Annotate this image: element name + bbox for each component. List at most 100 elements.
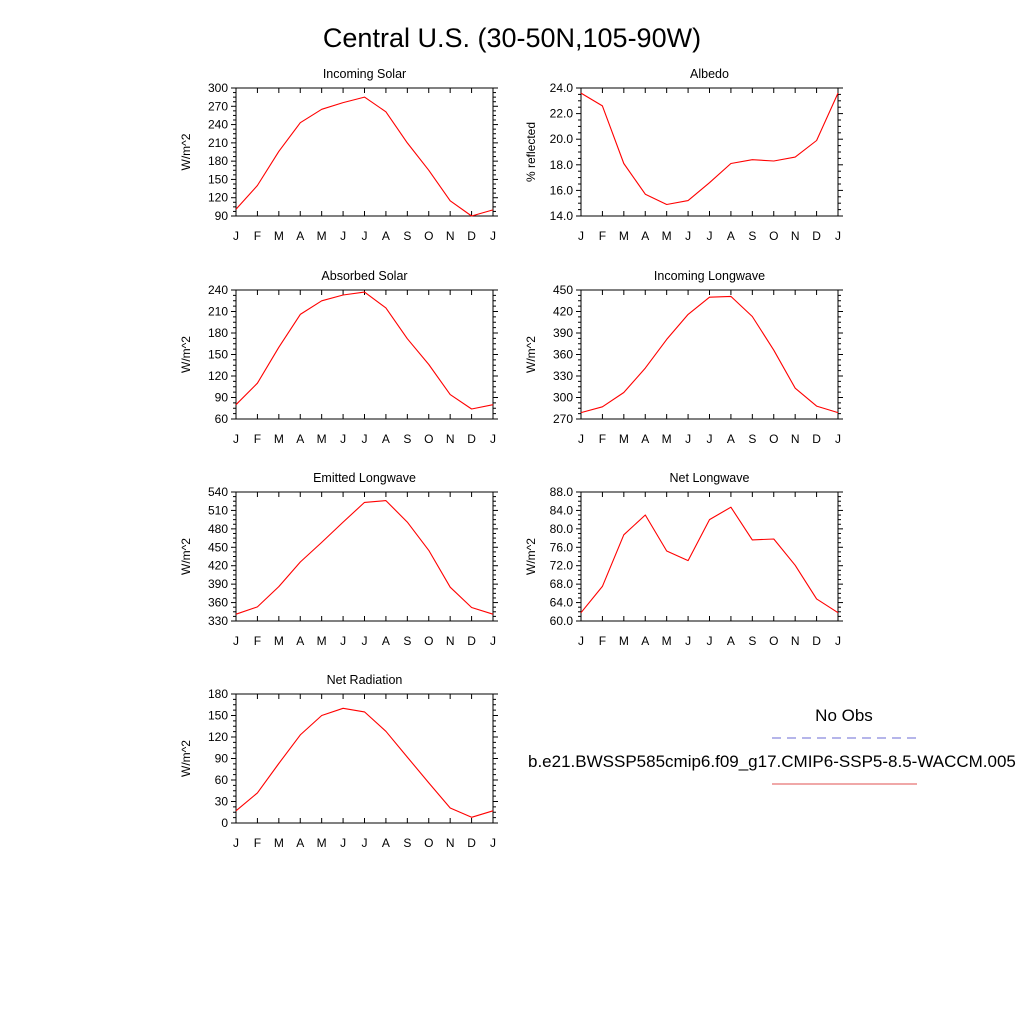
panel-title: Absorbed Solar — [321, 269, 407, 283]
y-tick-label: 90 — [215, 209, 229, 223]
x-tick-label: D — [467, 634, 476, 648]
y-tick-label: 60.0 — [550, 614, 574, 628]
y-axis-label: W/m^2 — [179, 538, 193, 575]
y-tick-label: 300 — [208, 81, 228, 95]
x-tick-label: J — [490, 229, 496, 243]
plot-frame — [235, 693, 494, 824]
y-tick-label: 120 — [208, 730, 228, 744]
plot-frame — [235, 491, 494, 622]
x-tick-label: F — [254, 432, 261, 446]
x-tick-label: S — [403, 432, 411, 446]
y-tick-label: 180 — [208, 687, 228, 701]
x-tick-label: O — [769, 229, 778, 243]
y-axis-label: W/m^2 — [179, 740, 193, 777]
legend: No Obs b.e21.BWSSP585cmip6.f09_g17.CMIP6… — [528, 706, 1016, 785]
x-tick-label: D — [467, 836, 476, 850]
series-line-emitted-longwave — [235, 500, 494, 615]
x-tick-label: M — [317, 634, 327, 648]
panel-title: Incoming Solar — [323, 67, 406, 81]
panel-title: Emitted Longwave — [313, 471, 416, 485]
y-tick-label: 210 — [208, 305, 228, 319]
x-tick-label: D — [812, 432, 821, 446]
x-tick-label: D — [467, 229, 476, 243]
y-tick-label: 120 — [208, 369, 228, 383]
y-tick-label: 420 — [553, 305, 573, 319]
x-tick-label: J — [233, 634, 239, 648]
y-tick-label: 14.0 — [550, 209, 574, 223]
y-tick-label: 360 — [208, 596, 228, 610]
x-tick-label: M — [317, 229, 327, 243]
y-tick-label: 68.0 — [550, 577, 574, 591]
x-tick-label: M — [317, 836, 327, 850]
panel-title: Net Radiation — [327, 673, 403, 687]
x-tick-label: J — [707, 432, 713, 446]
x-tick-label: S — [748, 634, 756, 648]
y-tick-label: 72.0 — [550, 559, 574, 573]
x-tick-label: D — [812, 229, 821, 243]
series-line-net-radiation — [235, 707, 494, 818]
y-tick-label: 180 — [208, 326, 228, 340]
y-tick-label: 360 — [553, 348, 573, 362]
x-tick-label: N — [446, 229, 455, 243]
x-tick-label: J — [835, 229, 841, 243]
x-tick-label: N — [791, 634, 800, 648]
x-tick-label: O — [769, 432, 778, 446]
y-tick-label: 80.0 — [550, 522, 574, 536]
x-tick-label: N — [446, 634, 455, 648]
series-line-net-longwave — [580, 506, 839, 614]
y-tick-label: 180 — [208, 154, 228, 168]
x-tick-label: J — [490, 634, 496, 648]
x-tick-label: J — [578, 432, 584, 446]
x-tick-label: O — [424, 836, 433, 850]
legend-obs-label: No Obs — [815, 706, 873, 725]
x-tick-label: J — [707, 634, 713, 648]
x-tick-label: M — [274, 634, 284, 648]
x-tick-label: A — [382, 432, 390, 446]
x-tick-label: J — [685, 229, 691, 243]
x-tick-label: J — [685, 634, 691, 648]
x-tick-label: O — [424, 634, 433, 648]
y-tick-label: 20.0 — [550, 132, 574, 146]
x-tick-label: A — [296, 836, 304, 850]
y-tick-label: 450 — [208, 540, 228, 554]
y-tick-label: 88.0 — [550, 485, 574, 499]
x-tick-label: A — [641, 432, 649, 446]
x-tick-label: A — [727, 229, 735, 243]
y-tick-label: 270 — [208, 99, 228, 113]
x-tick-label: J — [340, 432, 346, 446]
legend-model-label: b.e21.BWSSP585cmip6.f09_g17.CMIP6-SSP5-8… — [528, 752, 1016, 771]
x-tick-label: J — [578, 634, 584, 648]
y-tick-label: 0 — [221, 816, 228, 830]
x-tick-label: A — [727, 432, 735, 446]
x-tick-label: J — [362, 229, 368, 243]
x-tick-label: F — [254, 836, 261, 850]
y-tick-label: 480 — [208, 522, 228, 536]
x-tick-label: F — [599, 229, 606, 243]
y-tick-label: 330 — [553, 369, 573, 383]
y-tick-label: 240 — [208, 118, 228, 132]
y-tick-label: 30 — [215, 795, 229, 809]
y-tick-label: 510 — [208, 503, 228, 517]
x-tick-label: J — [340, 836, 346, 850]
x-tick-label: J — [233, 836, 239, 850]
y-tick-label: 330 — [208, 614, 228, 628]
y-tick-label: 90 — [215, 752, 229, 766]
y-tick-label: 84.0 — [550, 503, 574, 517]
x-tick-label: A — [296, 634, 304, 648]
y-tick-label: 76.0 — [550, 540, 574, 554]
x-tick-label: A — [296, 432, 304, 446]
x-tick-label: F — [254, 229, 261, 243]
y-tick-label: 150 — [208, 348, 228, 362]
x-tick-label: F — [599, 634, 606, 648]
y-tick-label: 16.0 — [550, 183, 574, 197]
x-tick-label: M — [662, 432, 672, 446]
x-tick-label: J — [685, 432, 691, 446]
x-tick-label: S — [403, 836, 411, 850]
x-tick-label: M — [619, 634, 629, 648]
x-tick-label: J — [490, 432, 496, 446]
